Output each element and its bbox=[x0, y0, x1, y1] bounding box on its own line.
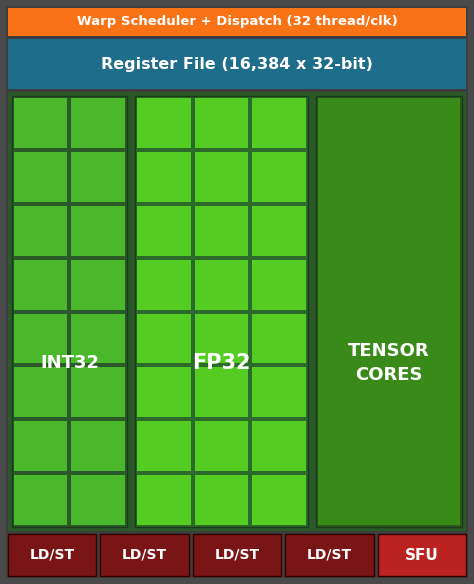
Bar bbox=[8, 39, 466, 89]
Bar bbox=[72, 475, 125, 525]
Bar bbox=[316, 96, 462, 527]
Bar bbox=[8, 92, 466, 531]
Bar bbox=[14, 367, 67, 417]
Bar bbox=[252, 152, 306, 201]
Bar bbox=[252, 421, 306, 471]
Text: FP32: FP32 bbox=[192, 353, 251, 373]
Bar bbox=[252, 206, 306, 256]
Bar bbox=[195, 98, 248, 148]
Bar bbox=[137, 152, 191, 201]
Bar bbox=[193, 534, 281, 576]
Bar bbox=[72, 152, 125, 201]
Bar bbox=[12, 96, 127, 527]
Bar bbox=[137, 260, 191, 310]
Bar bbox=[100, 534, 189, 576]
Bar bbox=[14, 421, 67, 471]
Bar bbox=[252, 260, 306, 310]
Bar bbox=[72, 98, 125, 148]
Bar bbox=[195, 421, 248, 471]
Bar bbox=[72, 314, 125, 363]
Bar bbox=[72, 260, 125, 310]
Bar bbox=[195, 152, 248, 201]
Bar bbox=[252, 475, 306, 525]
Bar bbox=[195, 260, 248, 310]
Bar bbox=[137, 475, 191, 525]
Text: INT32: INT32 bbox=[40, 354, 99, 372]
Bar bbox=[137, 367, 191, 417]
Text: LD/ST: LD/ST bbox=[307, 548, 352, 562]
Bar bbox=[72, 367, 125, 417]
Bar bbox=[14, 152, 67, 201]
Bar bbox=[14, 314, 67, 363]
Text: LD/ST: LD/ST bbox=[122, 548, 167, 562]
Bar bbox=[252, 314, 306, 363]
Bar bbox=[137, 206, 191, 256]
Bar bbox=[14, 206, 67, 256]
Bar bbox=[137, 421, 191, 471]
Bar bbox=[195, 367, 248, 417]
Bar bbox=[72, 206, 125, 256]
Text: LD/ST: LD/ST bbox=[214, 548, 260, 562]
Bar bbox=[252, 367, 306, 417]
Bar bbox=[318, 98, 460, 525]
Bar bbox=[8, 8, 466, 36]
Bar bbox=[14, 260, 67, 310]
Bar bbox=[252, 98, 306, 148]
Bar bbox=[285, 534, 374, 576]
Bar bbox=[137, 98, 191, 148]
Bar bbox=[195, 475, 248, 525]
Text: SFU: SFU bbox=[405, 548, 438, 562]
Bar bbox=[378, 534, 466, 576]
Text: LD/ST: LD/ST bbox=[30, 548, 75, 562]
Text: TENSOR
CORES: TENSOR CORES bbox=[348, 342, 430, 384]
Bar bbox=[72, 421, 125, 471]
Text: Register File (16,384 x 32-bit): Register File (16,384 x 32-bit) bbox=[101, 57, 373, 71]
Text: Warp Scheduler + Dispatch (32 thread/clk): Warp Scheduler + Dispatch (32 thread/clk… bbox=[77, 16, 397, 29]
Bar bbox=[14, 475, 67, 525]
Bar bbox=[195, 314, 248, 363]
Bar bbox=[195, 206, 248, 256]
Bar bbox=[14, 98, 67, 148]
Bar bbox=[137, 314, 191, 363]
Bar bbox=[8, 534, 96, 576]
Bar bbox=[135, 96, 308, 527]
